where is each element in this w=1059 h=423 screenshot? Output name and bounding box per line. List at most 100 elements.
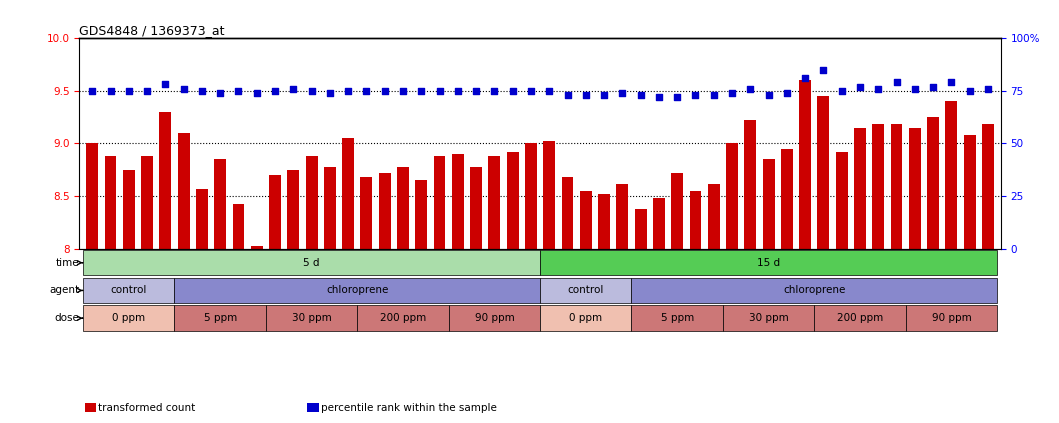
Text: 30 ppm: 30 ppm: [749, 313, 789, 323]
Bar: [175, 277, 540, 303]
Bar: [379, 173, 391, 249]
Text: 5 ppm: 5 ppm: [203, 313, 237, 323]
Point: [632, 92, 649, 99]
Text: control: control: [110, 286, 147, 295]
Bar: [891, 124, 902, 249]
Point: [650, 94, 667, 101]
Point: [303, 88, 320, 94]
Text: 5 ppm: 5 ppm: [661, 313, 694, 323]
Bar: [449, 305, 540, 331]
Point: [321, 90, 338, 96]
Point: [267, 88, 284, 94]
Text: dose: dose: [54, 313, 79, 323]
Bar: [800, 80, 811, 249]
Text: GDS4848 / 1369373_at: GDS4848 / 1369373_at: [79, 24, 225, 37]
Text: 200 ppm: 200 ppm: [837, 313, 883, 323]
Point: [139, 88, 156, 94]
Point: [687, 92, 704, 99]
Bar: [707, 184, 720, 249]
Bar: [86, 143, 98, 249]
Point: [668, 94, 685, 101]
Bar: [854, 128, 866, 249]
Point: [340, 88, 357, 94]
Point: [121, 88, 138, 94]
Bar: [357, 305, 449, 331]
Text: 15 d: 15 d: [757, 258, 780, 268]
Point: [925, 83, 941, 90]
Bar: [360, 177, 373, 249]
Text: 5 d: 5 d: [303, 258, 320, 268]
Bar: [631, 277, 998, 303]
Bar: [964, 135, 975, 249]
Bar: [105, 156, 116, 249]
Bar: [433, 156, 446, 249]
Point: [486, 88, 503, 94]
Bar: [83, 277, 175, 303]
Text: percentile rank within the sample: percentile rank within the sample: [321, 403, 497, 413]
Point: [705, 92, 722, 99]
Text: 0 ppm: 0 ppm: [570, 313, 603, 323]
Bar: [175, 305, 266, 331]
Bar: [214, 159, 227, 249]
Bar: [160, 112, 172, 249]
Point: [358, 88, 375, 94]
Bar: [470, 167, 482, 249]
Text: 0 ppm: 0 ppm: [112, 313, 145, 323]
Point: [869, 85, 886, 92]
Point: [522, 88, 539, 94]
Bar: [814, 305, 905, 331]
Bar: [946, 101, 957, 249]
Bar: [836, 152, 847, 249]
Text: 90 ppm: 90 ppm: [932, 313, 971, 323]
Point: [962, 88, 979, 94]
Bar: [324, 167, 336, 249]
Point: [175, 85, 192, 92]
Point: [889, 79, 905, 86]
Bar: [616, 184, 628, 249]
Bar: [306, 156, 318, 249]
Bar: [452, 154, 464, 249]
Bar: [540, 305, 631, 331]
Bar: [83, 250, 540, 275]
Point: [943, 79, 959, 86]
Point: [614, 90, 631, 96]
Bar: [873, 124, 884, 249]
Text: time: time: [55, 258, 79, 268]
Point: [760, 92, 777, 99]
Point: [723, 90, 740, 96]
Text: chloroprene: chloroprene: [783, 286, 845, 295]
Point: [468, 88, 485, 94]
Bar: [928, 117, 939, 249]
Bar: [818, 96, 829, 249]
Bar: [178, 133, 190, 249]
Bar: [287, 170, 300, 249]
Point: [230, 88, 247, 94]
Text: agent: agent: [49, 286, 79, 295]
Point: [84, 88, 101, 94]
Bar: [598, 194, 610, 249]
Point: [194, 88, 211, 94]
Text: 90 ppm: 90 ppm: [474, 313, 515, 323]
Point: [833, 88, 850, 94]
Point: [395, 88, 412, 94]
Text: chloroprene: chloroprene: [326, 286, 389, 295]
Point: [541, 88, 558, 94]
Text: transformed count: transformed count: [98, 403, 196, 413]
Point: [796, 75, 813, 82]
Point: [413, 88, 430, 94]
Point: [431, 88, 448, 94]
Point: [595, 92, 612, 99]
Bar: [269, 175, 281, 249]
Point: [212, 90, 229, 96]
Point: [851, 83, 868, 90]
Bar: [580, 191, 592, 249]
Bar: [266, 305, 357, 331]
Bar: [982, 124, 994, 249]
Point: [907, 85, 923, 92]
Text: 200 ppm: 200 ppm: [380, 313, 426, 323]
Bar: [540, 277, 631, 303]
Bar: [631, 305, 723, 331]
Bar: [196, 189, 208, 249]
Point: [449, 88, 466, 94]
Text: control: control: [568, 286, 604, 295]
